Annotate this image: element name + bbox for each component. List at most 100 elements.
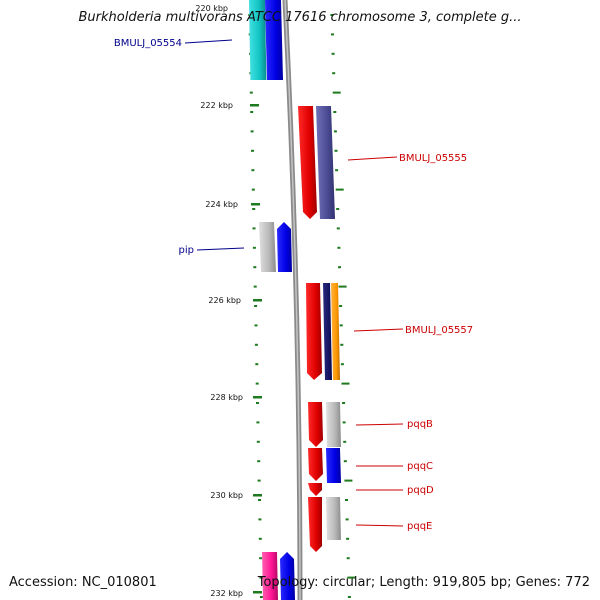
gene-label-pqqb[interactable]: pqqB	[407, 419, 433, 430]
gene-blue-feature-bottom[interactable]	[280, 552, 295, 600]
gene-label-05554[interactable]: BMULJ_05554	[114, 38, 182, 49]
minor-tick	[346, 557, 350, 560]
minor-tick	[331, 33, 334, 36]
axis-labels: 220 kbp 222 kbp 224 kbp 226 kbp 228 kbp …	[195, 4, 262, 598]
minor-tick	[251, 188, 255, 191]
tick-label-220: 220 kbp	[195, 4, 228, 13]
minor-tick	[333, 111, 337, 113]
gene-pqqb[interactable]	[308, 402, 323, 447]
gene-label-pqqc[interactable]: pqqC	[407, 461, 433, 472]
gene-label-05557[interactable]: BMULJ_05557	[405, 325, 473, 336]
accession-text: Accession: NC_010801	[9, 575, 157, 590]
minor-tick	[335, 169, 339, 172]
callout-line-pqqb	[355, 423, 404, 426]
minor-tick	[345, 499, 348, 501]
gene-pqqe[interactable]	[308, 497, 322, 552]
minor-tick	[254, 343, 258, 346]
gene-orange-feature[interactable]	[331, 283, 340, 380]
gene-label-05555[interactable]: BMULJ_05555	[399, 153, 467, 164]
minor-tick	[340, 363, 344, 366]
gene-label-pip[interactable]: pip	[179, 245, 194, 256]
minor-tick	[255, 363, 259, 366]
minor-tick	[251, 149, 254, 152]
minor-tick	[345, 518, 349, 521]
minor-tick	[255, 382, 259, 385]
minor-tick	[339, 324, 343, 327]
minor-tick	[342, 402, 346, 404]
gene-grey-feature-3[interactable]	[326, 497, 341, 540]
gene-grey-feature-2[interactable]	[326, 402, 341, 447]
reverse-strand-genes	[298, 106, 341, 552]
tick-label-230: 230 kbp	[210, 491, 243, 500]
tick-label-228: 228 kbp	[210, 393, 243, 402]
gene-pip[interactable]	[277, 222, 292, 272]
gene-grey-feature-1[interactable]	[259, 222, 276, 272]
minor-tick	[335, 188, 344, 191]
minor-tick	[332, 72, 336, 75]
minor-tick	[253, 266, 257, 269]
gene-pink-feature[interactable]	[262, 552, 278, 600]
callout-line-pqqe	[355, 524, 404, 527]
gene-slate-feature[interactable]	[316, 106, 335, 219]
minor-tick	[249, 91, 253, 94]
tick-label-232: 232 kbp	[210, 589, 243, 598]
minor-tick	[251, 169, 255, 172]
minor-tick	[259, 576, 263, 579]
minor-tick	[338, 266, 341, 269]
gene-labels: BMULJ_05554 BMULJ_05555 pip BMULJ_05557 …	[114, 38, 473, 532]
gene-red-05557[interactable]	[306, 283, 322, 380]
minor-tick	[340, 343, 344, 346]
gene-bmulj-05554[interactable]	[265, 0, 283, 80]
gene-blue-feature-2[interactable]	[326, 448, 341, 483]
tick-226	[253, 299, 262, 302]
gene-pqqd[interactable]	[308, 483, 322, 496]
minor-tick	[343, 460, 347, 463]
gene-navy-feature[interactable]	[323, 283, 332, 380]
minor-tick	[252, 246, 256, 249]
minor-tick	[336, 227, 340, 230]
chromosome-backbone	[282, 0, 303, 600]
map-title: Burkholderia multivorans ATCC 17616 chro…	[78, 10, 522, 25]
minor-tick	[331, 52, 335, 55]
tick-232	[253, 591, 262, 594]
tick-label-222: 222 kbp	[200, 101, 233, 110]
minor-tick	[339, 305, 343, 307]
minor-tick	[254, 324, 258, 327]
minor-tick	[256, 402, 259, 404]
callout-line-05557	[353, 328, 404, 332]
minor-tick	[347, 576, 356, 579]
minor-tick	[346, 537, 350, 540]
minor-tick	[330, 14, 334, 16]
minor-tick	[257, 460, 261, 463]
minor-tick	[258, 518, 262, 521]
minor-tick	[341, 382, 350, 385]
minor-tick	[252, 208, 256, 210]
callout-line-pip	[196, 247, 245, 251]
tick-230	[253, 494, 262, 497]
minor-tick	[252, 227, 256, 230]
forward-strand-genes	[249, 0, 295, 600]
minor-tick	[254, 305, 258, 307]
gene-red-05555[interactable]	[298, 106, 317, 219]
callout-line-05555	[347, 156, 398, 161]
tick-224	[251, 203, 260, 206]
topology-text: Topology: circular; Length: 919,805 bp; …	[257, 575, 590, 590]
minor-tick	[342, 421, 346, 424]
minor-tick	[343, 440, 347, 443]
tick-marks-left	[248, 14, 263, 598]
gene-label-pqqe[interactable]: pqqE	[407, 521, 432, 532]
tick-label-224: 224 kbp	[205, 200, 238, 209]
minor-tick	[338, 285, 347, 288]
minor-tick	[347, 596, 351, 598]
gene-cyan-feature[interactable]	[249, 0, 267, 80]
callout-line-05554	[184, 39, 233, 44]
gene-label-pqqd[interactable]: pqqD	[407, 485, 434, 496]
minor-tick	[337, 246, 341, 249]
chromosome-backbone-highlight	[284, 0, 301, 600]
gene-pqqc[interactable]	[308, 448, 323, 481]
tick-222	[250, 104, 259, 107]
minor-tick	[259, 596, 263, 598]
minor-tick	[250, 111, 254, 113]
minor-tick	[258, 499, 261, 501]
